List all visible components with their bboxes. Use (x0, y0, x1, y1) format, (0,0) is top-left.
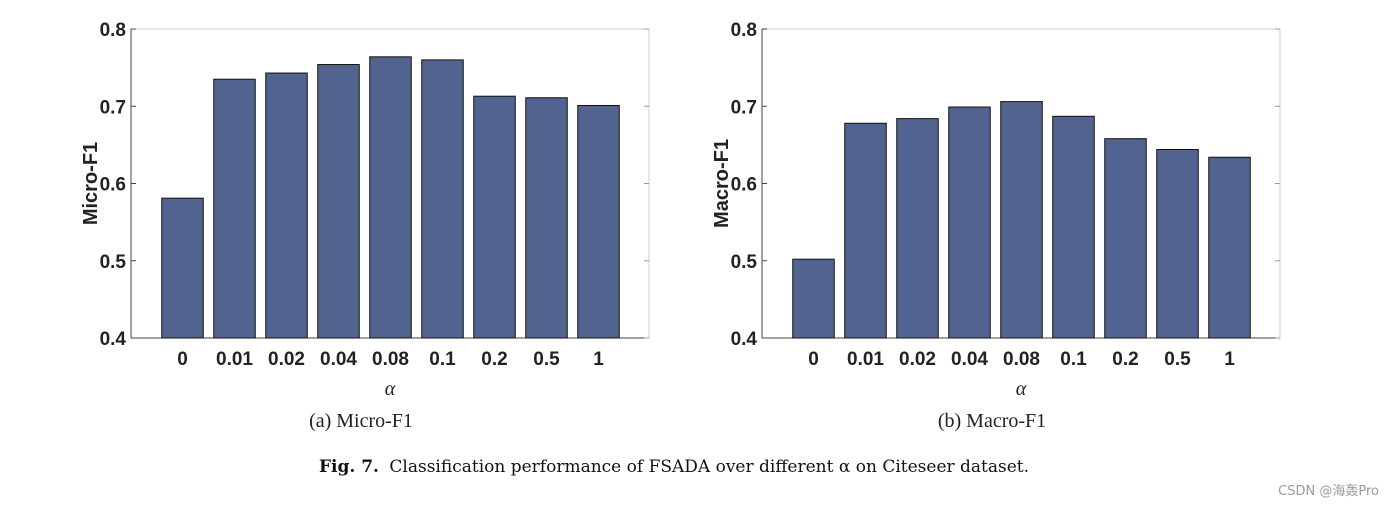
chart-1-subcaption: (b) Macro-F1 (938, 410, 1046, 432)
chart-1-bar-0.04 (948, 106, 991, 339)
chart-1-bar-0.1 (1052, 115, 1095, 339)
chart-0-xtick-label: 0.1 (429, 349, 456, 370)
chart-0-xtick-label: 1 (593, 349, 604, 370)
chart-1-xtick-label: 0 (808, 349, 819, 370)
chart-1-bar-0 (792, 258, 835, 339)
chart-1-xtick-label: 0.04 (951, 349, 988, 370)
chart-1-ytick-label: 0.5 (731, 252, 758, 273)
chart-1-bar-0.01 (844, 122, 887, 339)
chart-0-xtick-label: 0.5 (533, 349, 560, 370)
chart-1-xtick-label: 0.5 (1164, 349, 1191, 370)
chart-0-ytick-label: 0.5 (100, 252, 127, 273)
chart-0-bar-0 (161, 197, 204, 339)
figure-caption: Fig. 7. Classification performance of FS… (319, 457, 1029, 477)
figure-caption-text: Classification performance of FSADA over… (389, 457, 1029, 477)
chart-0-ytick-label: 0.7 (100, 97, 126, 118)
chart-1-xtick-label: 1 (1224, 349, 1235, 370)
chart-0-ytick-label: 0.4 (100, 329, 127, 350)
watermark: CSDN @海轰Pro (1278, 483, 1379, 499)
chart-1-bar-1 (1208, 156, 1251, 339)
chart-0-bar-1 (577, 104, 620, 339)
chart-1-bar-0.2 (1104, 138, 1147, 339)
chart-macro-f1: 0.4 0.5 0.6 0.7 0.8 0 0.01 0.02 0.04 0.08 0.1 0.2 0.… (711, 20, 1281, 432)
chart-0-xtick-label: 0.01 (216, 349, 253, 370)
chart-0-bar-0.02 (265, 72, 308, 339)
figure-caption-label: Fig. 7. (319, 457, 379, 477)
chart-1-bar-0.5 (1156, 149, 1199, 339)
chart-1-xtick-label: 0.1 (1060, 349, 1087, 370)
chart-0-ytick-label: 0.6 (100, 175, 126, 196)
chart-0-xtick-label: 0.2 (481, 349, 507, 370)
chart-1-ylabel: Macro-F1 (711, 139, 733, 228)
chart-0-bar-0.04 (317, 64, 360, 339)
chart-1-xtick-label: 0.08 (1003, 349, 1040, 370)
chart-0-bar-0.2 (473, 95, 516, 339)
chart-1-xtick-label: 0.02 (899, 349, 936, 370)
chart-1-bar-0.02 (896, 118, 939, 339)
chart-0-xtick-label: 0.08 (372, 349, 409, 370)
chart-0-ytick-label: 0.8 (100, 20, 126, 41)
chart-1-xlabel: α (1016, 378, 1027, 400)
chart-1-bar-0.08 (1000, 101, 1043, 339)
chart-0-bar-0.1 (421, 59, 464, 339)
chart-1-ytick-label: 0.7 (731, 97, 757, 118)
chart-1-ytick-label: 0.6 (731, 175, 757, 196)
chart-0-subcaption: (a) Micro-F1 (309, 410, 413, 432)
chart-0-xtick-label: 0.02 (268, 349, 305, 370)
chart-0-ylabel: Micro-F1 (80, 142, 102, 225)
chart-0-xtick-label: 0 (177, 349, 188, 370)
chart-micro-f1: 0.4 0.5 0.6 0.7 0.8 0 0.01 0.02 0.04 0.08 0.1 0.2 0.… (80, 20, 650, 432)
chart-1-ytick-label: 0.4 (731, 329, 758, 350)
chart-0-bar-0.01 (213, 78, 256, 339)
chart-0-xtick-label: 0.04 (320, 349, 357, 370)
chart-1-ytick-label: 0.8 (731, 20, 757, 41)
chart-1-xtick-label: 0.2 (1112, 349, 1138, 370)
chart-0-xlabel: α (385, 378, 396, 400)
chart-0-bar-0.5 (525, 97, 568, 339)
chart-1-xtick-label: 0.01 (847, 349, 884, 370)
chart-0-bar-0.08 (369, 56, 412, 339)
